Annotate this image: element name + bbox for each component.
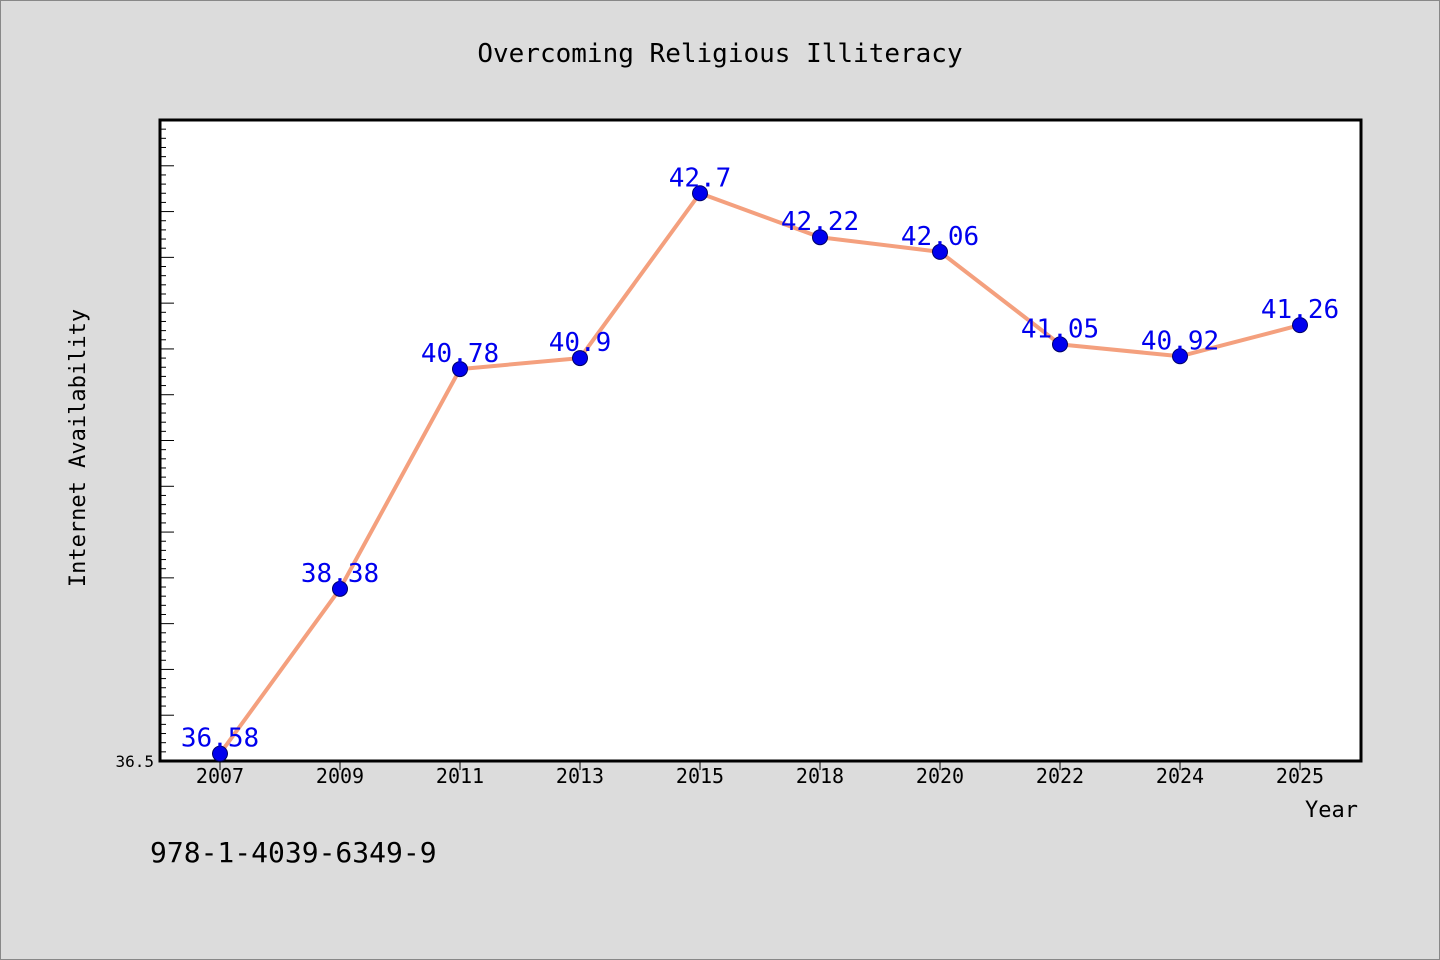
x-tick-label: 2015 [676,764,724,788]
data-point [812,229,828,246]
x-tick-label: 2022 [1036,764,1084,788]
x-tick-label: 2009 [316,764,364,788]
x-tick-label: 2020 [916,764,964,788]
plot-area [158,118,1363,763]
chart-title: Overcoming Religious Illiteracy [477,39,962,69]
footer-code: 978-1-4039-6349-9 [150,836,437,869]
data-point [1172,348,1188,365]
x-tick-label: 2024 [1156,764,1204,788]
data-point [1052,336,1068,353]
x-tick-label: 2018 [796,764,844,788]
y-axis-ticks: 36.5 [115,128,174,771]
y-tick-label: 36.5 [115,752,154,771]
data-label: 42.7 [669,163,732,193]
series-line [218,191,1302,756]
x-tick-label: 2007 [196,764,244,788]
x-tick-label: 2025 [1276,764,1324,788]
x-tick-label: 2013 [556,764,604,788]
data-label: 38.38 [301,559,379,589]
x-axis-title: Year [1305,798,1358,823]
data-point [692,185,708,202]
data-label: 40.92 [1141,326,1219,356]
data-point [1292,317,1308,334]
x-axis-ticks: 2007 2009 2011 2013 2015 2018 2020 2022 2024 2025 [196,761,1324,788]
data-label: 42.06 [901,222,979,252]
x-tick-label: 2011 [436,764,484,788]
series-group: 36.58 38.38 40.78 40.9 42.7 42.22 42.06 41.05 40… [181,163,1339,762]
data-point [932,243,948,260]
data-label: 41.26 [1261,295,1339,325]
data-label: 40.9 [549,328,612,358]
data-point [332,580,348,597]
data-point [212,745,228,762]
data-label: 41.05 [1021,314,1099,344]
y-axis-title: Internet Availability [66,309,91,587]
data-label: 42.22 [781,207,859,237]
data-point [572,350,588,367]
data-label: 36.58 [181,724,259,754]
data-point [452,361,468,378]
data-label: 40.78 [421,339,499,369]
